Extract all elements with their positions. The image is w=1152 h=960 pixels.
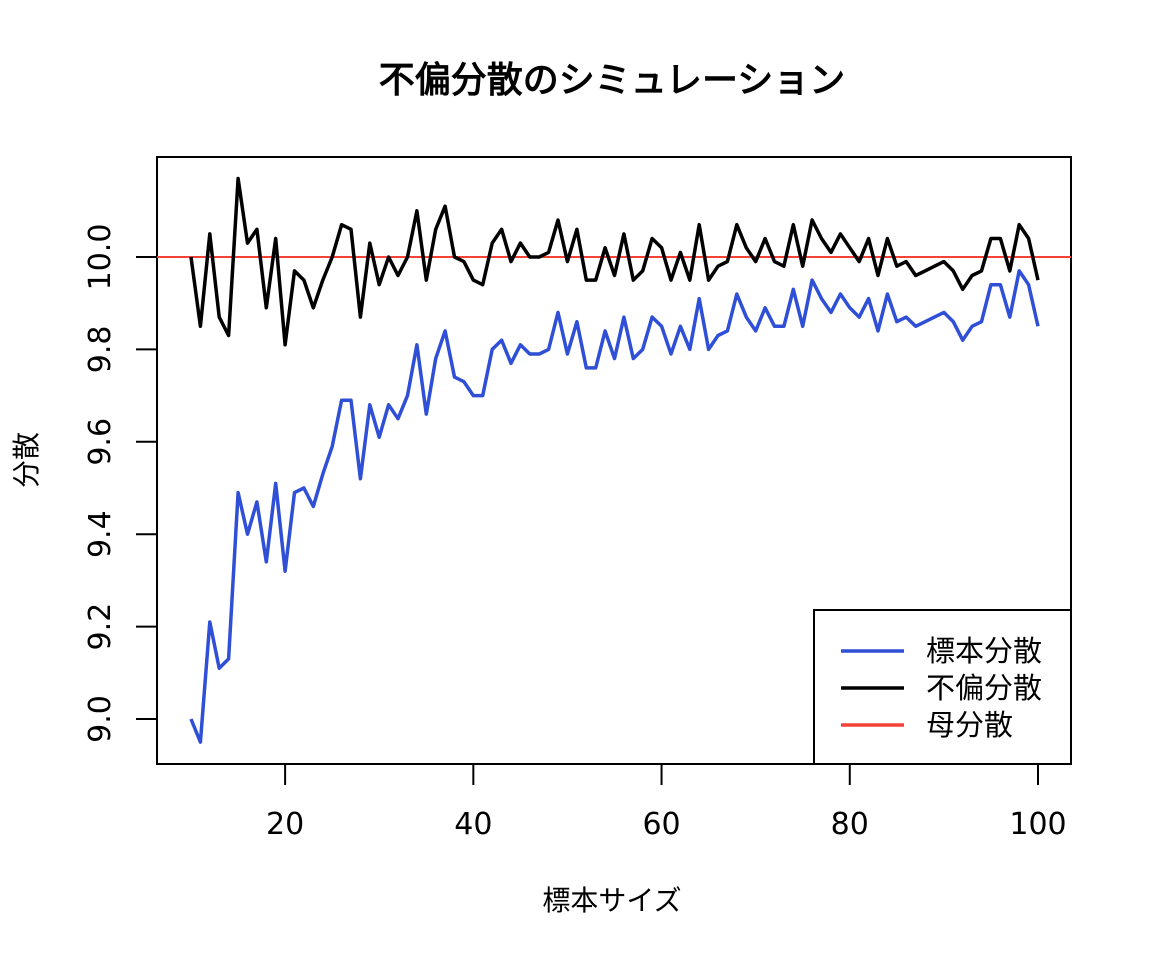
series-line-sample-variance xyxy=(189,269,1040,744)
y-tick-label: 10.0 xyxy=(83,224,118,291)
x-tick-label: 60 xyxy=(642,807,680,842)
y-tick-label: 9.6 xyxy=(83,418,118,466)
legend-label: 不偏分散 xyxy=(926,671,1042,705)
x-tick-label: 40 xyxy=(454,807,492,842)
x-axis: 20 40 60 80 100 xyxy=(266,763,1067,842)
series-line-unbiased-variance xyxy=(189,176,1040,347)
y-tick-label: 9.4 xyxy=(83,510,118,558)
plot-lines xyxy=(157,176,1071,744)
x-tick-label: 100 xyxy=(1009,807,1066,842)
y-tick-label: 9.0 xyxy=(83,695,118,743)
x-tick-label: 20 xyxy=(266,807,304,842)
legend-label: 標本分散 xyxy=(926,634,1042,668)
y-axis: 9.0 9.2 9.4 9.6 9.8 10.0 xyxy=(83,159,158,743)
x-tick-label: 80 xyxy=(831,807,869,842)
y-tick-label: 9.2 xyxy=(83,603,118,651)
y-axis-label: 分散 xyxy=(10,432,43,488)
y-tick-label: 9.8 xyxy=(83,326,118,374)
x-axis-label: 標本サイズ xyxy=(542,884,681,917)
legend-label: 母分散 xyxy=(926,708,1013,742)
chart-title: 不偏分散のシミュレーション xyxy=(379,60,846,101)
